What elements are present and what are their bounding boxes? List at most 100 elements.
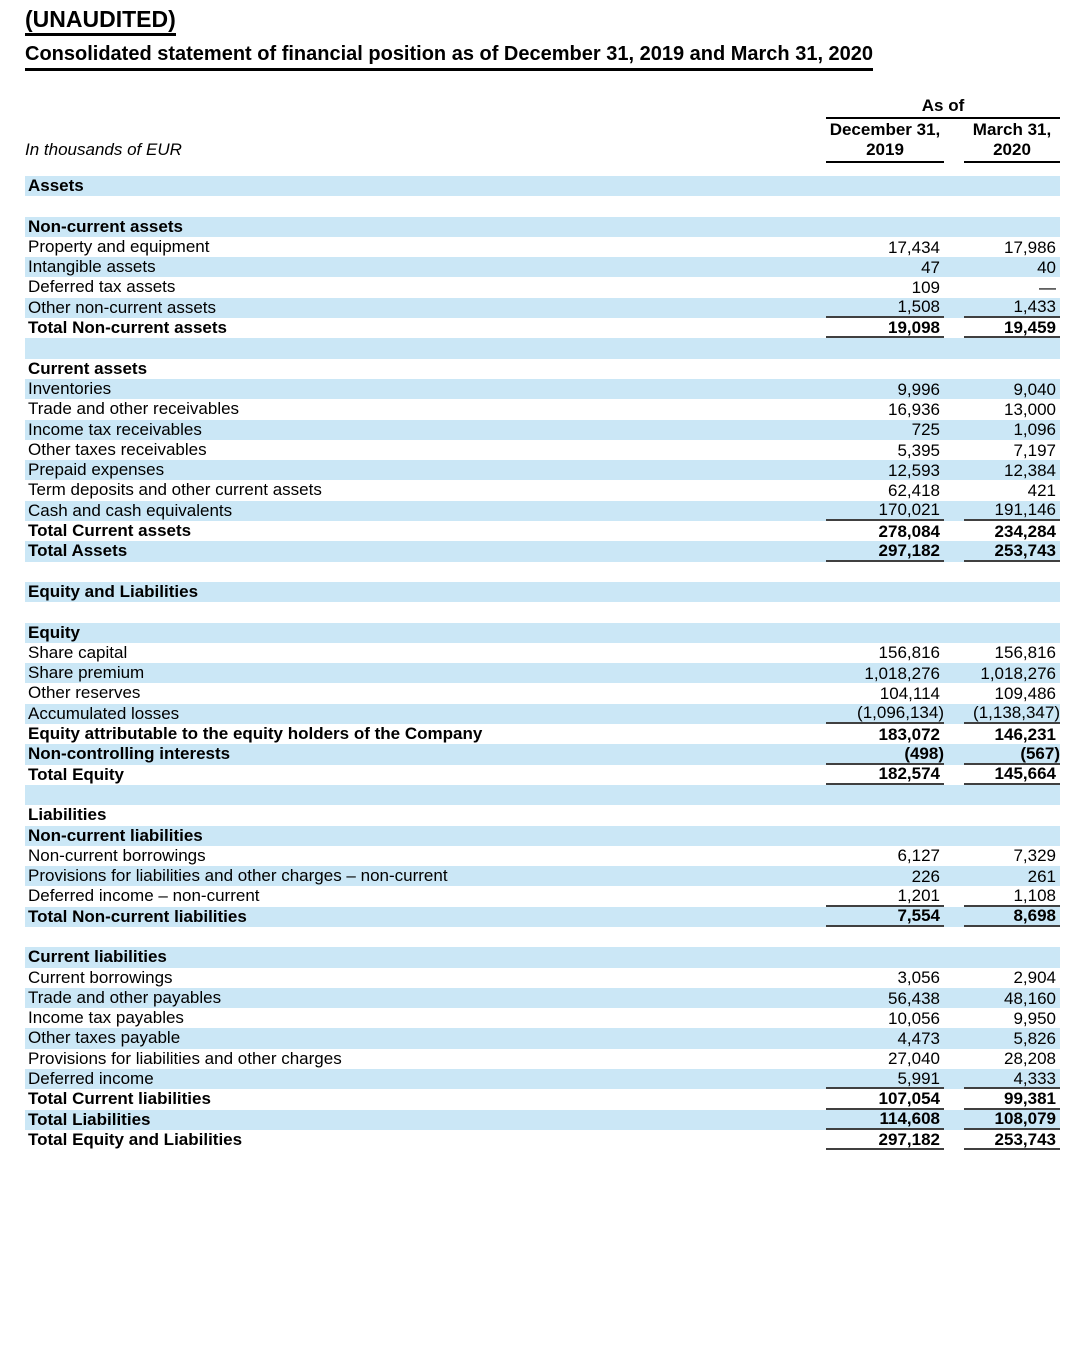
value-mar-2020 <box>964 927 1060 947</box>
row-label: Equity attributable to the equity holder… <box>28 724 483 744</box>
row-label: Total Equity <box>28 764 125 784</box>
row-label: Total Non-current liabilities <box>28 906 247 926</box>
value-mar-2020: 4,333 <box>964 1069 1060 1090</box>
value-dec-2019: 47 <box>921 257 940 277</box>
value-mar-2020: 191,146 <box>964 500 1060 522</box>
value-mar-2020: 8,698 <box>964 906 1060 927</box>
value-mar-2020: 13,000 <box>1004 399 1056 419</box>
value-mar-2020 <box>964 196 1060 216</box>
value-mar-2020: 28,208 <box>1004 1049 1056 1069</box>
table-row: Provisions for liabilities and other cha… <box>25 866 1060 887</box>
value-dec-2019: 7,554 <box>826 906 944 927</box>
row-label: Cash and cash equivalents <box>28 500 233 520</box>
value-dec-2019: 114,608 <box>826 1109 944 1130</box>
value-dec-2019: 9,996 <box>897 379 940 399</box>
value-dec-2019: 16,936 <box>888 399 940 419</box>
table-row: Current borrowings 3,056 2,904 <box>25 968 1060 988</box>
value-dec-2019: 5,395 <box>897 440 940 460</box>
table-row: Equity <box>25 622 1060 643</box>
value-mar-2020: 9,950 <box>1013 1008 1056 1028</box>
value-mar-2020: (567) <box>964 744 1060 765</box>
row-label: Liabilities <box>28 805 107 825</box>
value-mar-2020: 146,231 <box>994 724 1056 744</box>
row-label <box>25 785 826 805</box>
table-row <box>25 927 1060 947</box>
row-label: Total Non-current assets <box>28 318 228 338</box>
value-mar-2020: 1,096 <box>1013 420 1056 440</box>
unit-note: In thousands of EUR <box>25 140 182 159</box>
value-mar-2020: 1,108 <box>964 886 1060 907</box>
value-dec-2019: 104,114 <box>879 684 940 704</box>
col-header-dec-2019-line1: December 31, <box>829 120 941 139</box>
value-mar-2020 <box>964 785 1060 805</box>
row-label: Total Assets <box>28 541 128 561</box>
value-mar-2020: 421 <box>1027 481 1056 501</box>
col-header-mar-2020-line1: March 31, <box>972 120 1052 139</box>
value-mar-2020 <box>964 217 1060 237</box>
value-mar-2020 <box>964 176 1060 196</box>
value-dec-2019: 109 <box>911 278 940 298</box>
row-label: Trade and other payables <box>28 987 222 1007</box>
value-dec-2019 <box>826 582 944 602</box>
table-row: Deferred income 5,991 4,333 <box>25 1069 1060 1090</box>
value-mar-2020: 9,040 <box>1013 379 1056 399</box>
document-page: (UNAUDITED) Consolidated statement of fi… <box>25 6 1060 1151</box>
value-dec-2019 <box>826 927 944 947</box>
table-row: Current assets <box>25 359 1060 379</box>
row-label: Total Current liabilities <box>28 1089 211 1109</box>
value-mar-2020: 2,904 <box>1013 968 1056 988</box>
row-label: Other reserves <box>28 683 141 703</box>
row-label: Intangible assets <box>28 257 156 277</box>
value-dec-2019: 27,040 <box>888 1049 940 1069</box>
table-row: Intangible assets 47 40 <box>25 257 1060 278</box>
value-mar-2020 <box>964 623 1060 643</box>
table-row: Other taxes receivables 5,395 7,197 <box>25 440 1060 460</box>
value-mar-2020 <box>964 805 1060 825</box>
table-row: Trade and other payables 56,438 48,160 <box>25 987 1060 1009</box>
row-label: Trade and other receivables <box>28 399 240 419</box>
row-label: Current assets <box>28 358 148 378</box>
table-row <box>25 602 1060 622</box>
table-row <box>25 338 1060 359</box>
row-label <box>25 602 826 622</box>
row-label: Total Current assets <box>28 521 192 541</box>
value-dec-2019 <box>826 947 944 967</box>
table-row: Income tax payables 10,056 9,950 <box>25 1008 1060 1028</box>
page-title: (UNAUDITED) <box>25 6 176 36</box>
table-row <box>25 562 1060 582</box>
table-row <box>25 784 1060 806</box>
table-row: Deferred income – non-current 1,201 1,108 <box>25 886 1060 907</box>
table-row: Prepaid expenses 12,593 12,384 <box>25 460 1060 481</box>
row-label: Deferred tax assets <box>28 277 176 297</box>
value-mar-2020 <box>964 826 1060 846</box>
value-mar-2020: 1,433 <box>964 297 1060 319</box>
value-mar-2020: 7,197 <box>1013 440 1056 460</box>
row-label: Non-current assets <box>28 216 183 236</box>
value-dec-2019 <box>826 196 944 216</box>
table-row: Total Current assets 278,084 234,284 <box>25 521 1060 541</box>
row-label: Income tax payables <box>28 1008 184 1028</box>
row-label: Total Liabilities <box>28 1109 151 1129</box>
table-row: Property and equipment 17,434 17,986 <box>25 237 1060 257</box>
value-mar-2020: 12,384 <box>1004 460 1056 480</box>
table-row: Share capital 156,816 156,816 <box>25 643 1060 663</box>
value-dec-2019: 170,021 <box>826 500 944 522</box>
row-label: Non-current borrowings <box>28 845 206 865</box>
value-mar-2020 <box>964 338 1060 358</box>
table-row: Other reserves 104,114 109,486 <box>25 683 1060 703</box>
table-row: Provisions for liabilities and other cha… <box>25 1049 1060 1069</box>
value-mar-2020: 108,079 <box>964 1109 1060 1130</box>
row-label: Current liabilities <box>28 947 167 967</box>
row-label: Income tax receivables <box>28 419 202 439</box>
value-mar-2020: 17,986 <box>1004 237 1056 257</box>
row-label: Provisions for liabilities and other cha… <box>28 1048 342 1068</box>
value-dec-2019 <box>826 602 944 622</box>
value-mar-2020 <box>964 602 1060 622</box>
row-label: Other taxes receivables <box>28 439 207 459</box>
value-dec-2019: 4,473 <box>897 1029 940 1049</box>
col-header-dec-2019: December 31, 2019 <box>826 120 944 163</box>
value-dec-2019: 17,434 <box>888 237 940 257</box>
table-row: Total Liabilities 114,608 108,079 <box>25 1109 1060 1130</box>
table-row: Equity and Liabilities <box>25 581 1060 603</box>
value-dec-2019: 1,508 <box>826 297 944 319</box>
